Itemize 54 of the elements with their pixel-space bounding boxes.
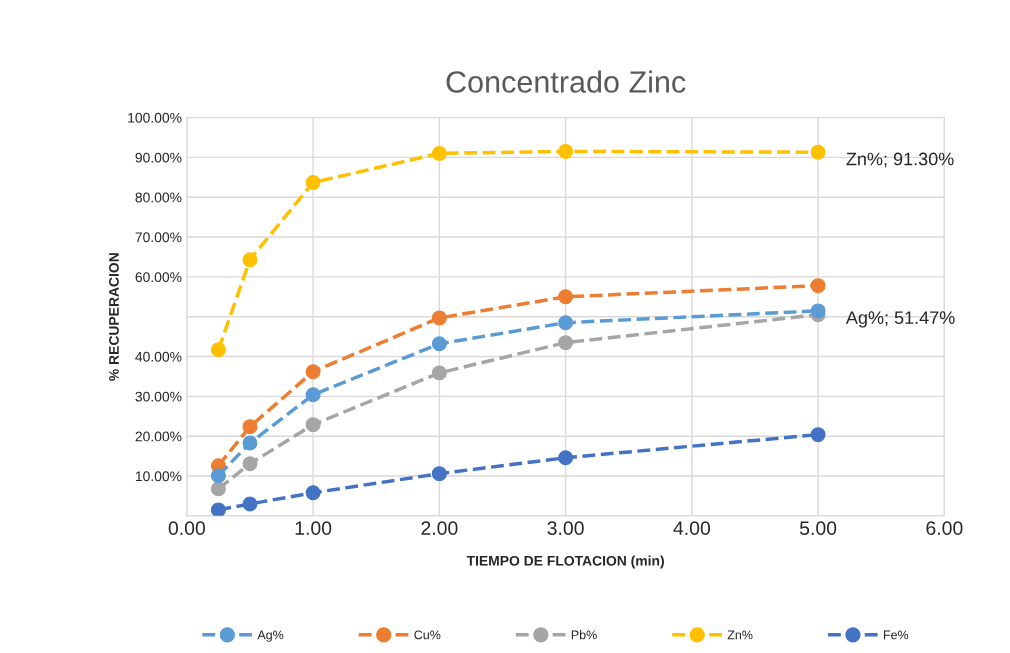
- y-tick-label: 70.00%: [135, 232, 182, 243]
- point: [810, 303, 826, 319]
- y-axis-title: % RECUPERACION: [109, 253, 119, 381]
- x-tick-label: 5.00: [799, 521, 837, 536]
- point: [558, 289, 574, 305]
- x-tick-label: 2.00: [421, 521, 458, 536]
- y-tick-label: 20.00%: [135, 431, 182, 442]
- point: [305, 417, 321, 433]
- legend-label: Fe%: [883, 630, 909, 640]
- point: [242, 419, 258, 435]
- point: [210, 502, 226, 516]
- chart-title: Concentrado Zinc: [446, 70, 686, 93]
- point: [242, 456, 258, 472]
- point: [558, 143, 574, 159]
- point: [210, 468, 226, 484]
- point: [210, 342, 226, 358]
- point: [431, 145, 447, 161]
- annotation: Ag%; 51.47%: [845, 311, 955, 328]
- x-tick-label: 1.00: [295, 521, 332, 536]
- y-tick-label: 100.00%: [128, 112, 182, 123]
- y-tick-label: 40.00%: [135, 351, 182, 362]
- point: [305, 364, 321, 380]
- x-tick-label: 3.00: [547, 521, 584, 536]
- point: [431, 310, 447, 326]
- y-tick-label: 80.00%: [135, 192, 182, 203]
- point: [210, 481, 226, 497]
- y-tick-label: 90.00%: [135, 152, 182, 163]
- legend-label: Ag%: [257, 630, 284, 642]
- point: [431, 466, 447, 482]
- legend-label: Cu%: [414, 630, 441, 640]
- point: [242, 252, 258, 268]
- point: [305, 485, 321, 501]
- y-tick-label: 60.00%: [135, 272, 182, 283]
- x-tick-label: 4.00: [673, 521, 711, 536]
- annotation: Zn%; 91.30%: [846, 152, 954, 168]
- point: [431, 365, 447, 381]
- x-tick-label: 6.00: [926, 521, 963, 536]
- point: [810, 278, 826, 294]
- legend-label: Zn%: [727, 630, 753, 640]
- point: [305, 175, 321, 190]
- point: [810, 144, 826, 160]
- point: [558, 335, 574, 351]
- point: [242, 496, 258, 512]
- point: [558, 450, 574, 466]
- x-tick-label: 0.00: [168, 521, 206, 536]
- y-tick-label: 10.00%: [135, 471, 182, 482]
- point: [431, 336, 447, 352]
- point: [305, 387, 321, 403]
- point: [242, 435, 258, 451]
- legend-label: Pb%: [571, 630, 597, 640]
- point: [558, 315, 574, 331]
- point: [810, 427, 826, 443]
- x-axis-title: TIEMPO DE FLOTACION (min): [466, 555, 664, 569]
- y-tick-label: 30.00%: [135, 391, 182, 402]
